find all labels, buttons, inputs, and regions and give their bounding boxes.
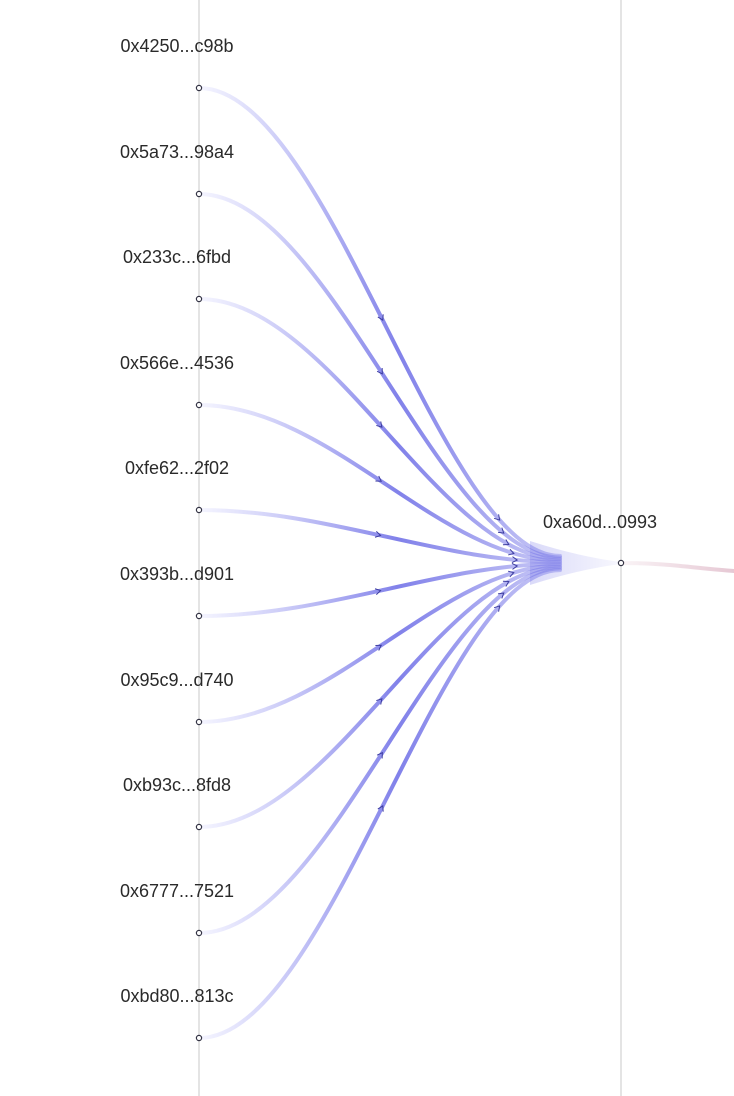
edge-s7-to-t0[interactable] [197,564,562,829]
source-node-s8[interactable] [195,929,203,937]
source-node-s1[interactable] [195,190,203,198]
arrow-icon [376,421,383,428]
arrow-icon [511,562,519,570]
edge-s1-to-t0[interactable] [197,192,562,560]
source-address-label[interactable]: 0x233c...6fbd [123,247,231,267]
arrow-icon [507,570,515,578]
arrow-icon [493,605,501,612]
source-node-s6[interactable] [195,718,203,726]
source-node-s7[interactable] [195,823,203,831]
source-address-label[interactable]: 0x5a73...98a4 [120,142,234,162]
source-address-label[interactable]: 0x95c9...d740 [120,670,233,690]
edge-s5-to-t0[interactable] [197,561,562,618]
edge-s6-to-t0[interactable] [197,563,562,724]
target-address-label[interactable]: 0xa60d...0993 [543,512,657,532]
edge-s8-to-t0[interactable] [197,566,562,935]
arrow-icon [508,548,515,556]
arrow-icon [502,580,510,587]
arrow-icon [376,698,383,705]
outgoing-edge[interactable] [619,561,734,573]
source-address-label[interactable]: 0x566e...4536 [120,353,234,373]
source-address-label[interactable]: 0x393b...d901 [120,564,234,584]
target-node-t0[interactable] [617,559,625,567]
source-node-s3[interactable] [195,401,203,409]
arrow-icon [493,514,501,521]
arrow-icon [374,588,382,595]
arrow-icon [511,556,519,564]
source-address-label[interactable]: 0xfe62...2f02 [125,458,229,478]
arrow-icon [374,531,382,538]
edge-s0-to-t0[interactable] [197,86,562,558]
arrow-icon [376,751,383,759]
arrow-icon [497,592,505,599]
source-address-label[interactable]: 0xbd80...813c [120,986,233,1006]
arrow-icon [377,314,384,321]
source-node-s9[interactable] [195,1034,203,1042]
arrow-icon [377,805,384,812]
source-node-s2[interactable] [195,295,203,303]
edge-s2-to-t0[interactable] [197,297,562,562]
arrow-icon [502,539,510,546]
edge-s4-to-t0[interactable] [197,508,562,565]
convergence-funnel [530,541,621,585]
source-node-s5[interactable] [195,612,203,620]
edge-s3-to-t0[interactable] [197,403,562,563]
arrow-icon [497,527,505,534]
source-address-label[interactable]: 0x6777...7521 [120,881,234,901]
arrow-icon [375,475,383,482]
arrow-icon [375,644,383,651]
arrow-icon [376,367,383,375]
source-address-label[interactable]: 0x4250...c98b [120,36,233,56]
source-node-s0[interactable] [195,84,203,92]
source-node-s4[interactable] [195,506,203,514]
edge-s9-to-t0[interactable] [197,568,562,1040]
source-address-label[interactable]: 0xb93c...8fd8 [123,775,231,795]
